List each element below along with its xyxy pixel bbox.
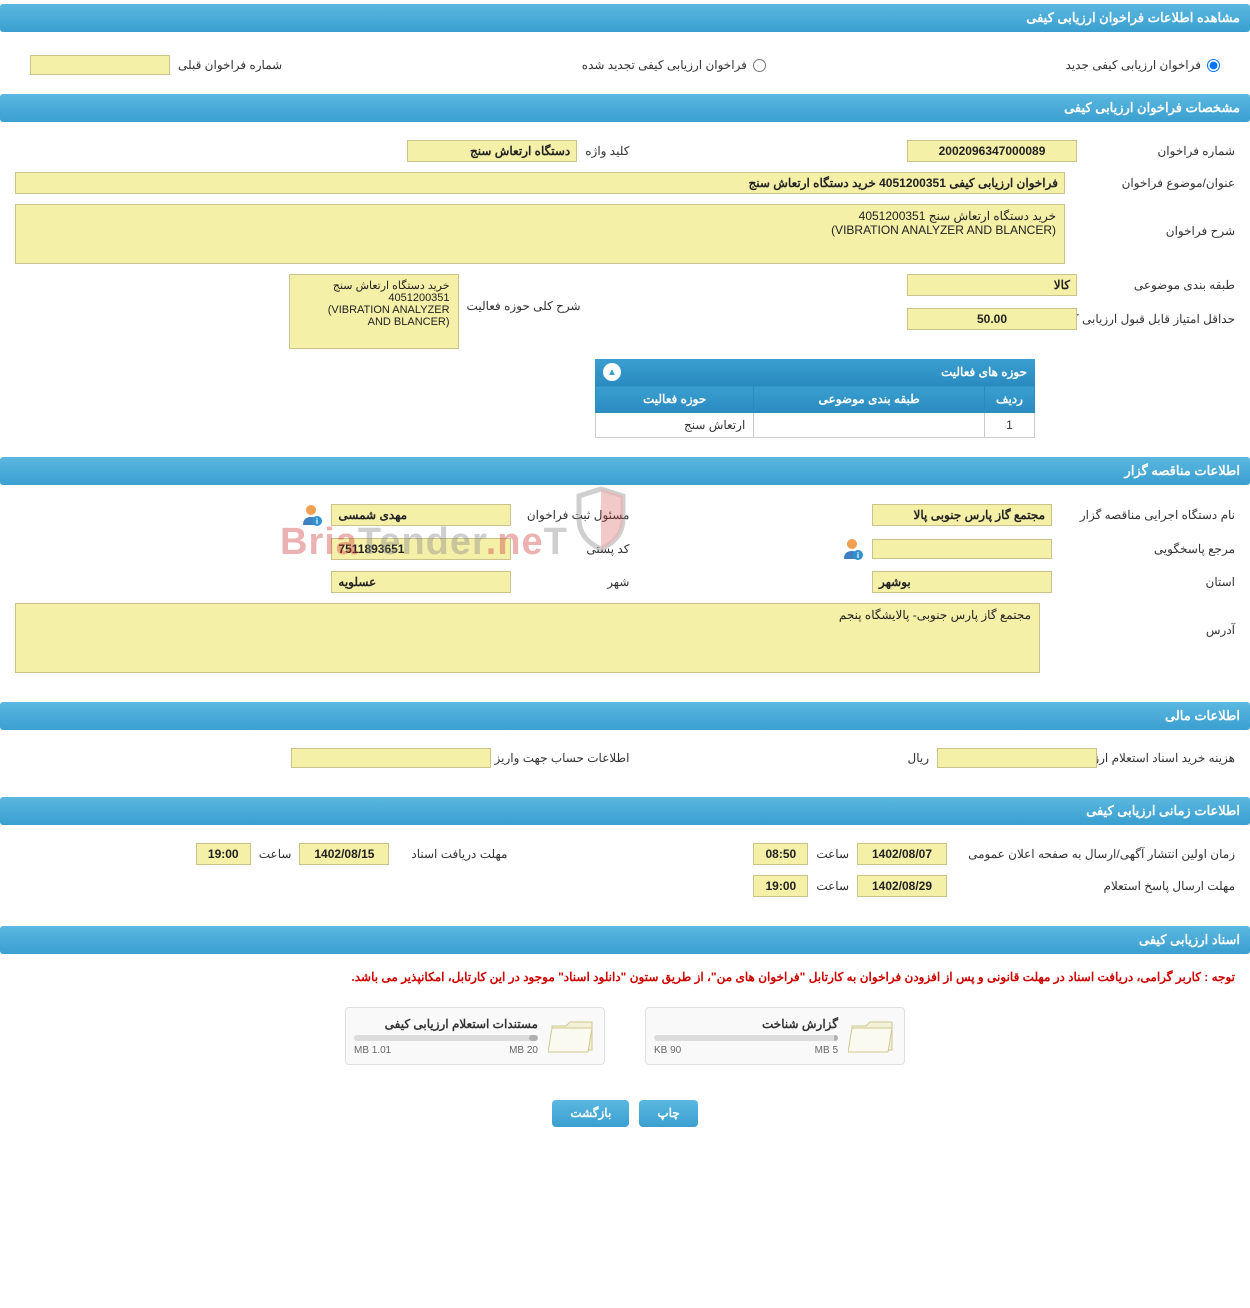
svg-text:i: i	[857, 551, 859, 560]
radio-renewed-label: فراخوان ارزیابی کیفی تجدید شده	[582, 58, 747, 72]
publish-time-field: 08:50	[753, 843, 808, 865]
section-header-spec: مشخصات فراخوان ارزیابی کیفی	[0, 94, 1250, 122]
doc1-total: 5 MB	[815, 1045, 838, 1056]
radio-new-label: فراخوان ارزیابی کیفی جدید	[1066, 58, 1201, 72]
responder-field	[872, 539, 1052, 559]
city-field: عسلویه	[331, 571, 511, 593]
section-header-timing: اطلاعات زمانی ارزیابی کیفی	[0, 797, 1250, 825]
response-time-field: 19:00	[753, 875, 808, 897]
call-number-field: 2002096347000089	[907, 140, 1077, 162]
radio-new-call[interactable]	[1207, 59, 1220, 72]
doc-item-report[interactable]: گزارش شناخت 5 MB 90 KB	[645, 1007, 905, 1065]
back-button[interactable]: بازگشت	[552, 1100, 629, 1127]
row-category	[754, 413, 985, 438]
folder-icon	[848, 1016, 896, 1056]
activity-table-title-row: حوزه های فعالیت ▲	[595, 359, 1035, 385]
account-label: اطلاعات حساب جهت واریز هزینه خرید اسناد	[499, 751, 629, 765]
doc1-name: گزارش شناخت	[654, 1017, 838, 1031]
col-activity: حوزه فعالیت	[596, 386, 754, 413]
row-idx: 1	[985, 413, 1035, 438]
receive-date-field: 1402/08/15	[299, 843, 389, 865]
section-header-view-info: مشاهده اطلاعات فراخوان ارزیابی کیفی	[0, 4, 1250, 32]
desc-label: شرح فراخوان	[1085, 204, 1235, 238]
activity-table: ردیف طبقه بندی موضوعی حوزه فعالیت 1 ارتع…	[595, 385, 1035, 438]
svg-text:i: i	[316, 517, 318, 526]
collapse-icon[interactable]: ▲	[603, 363, 621, 381]
postal-label: کد پستی	[519, 542, 629, 556]
doc-item-eval[interactable]: مستندات استعلام ارزیابی کیفی 20 MB 1.01 …	[345, 1007, 605, 1065]
call-number-label: شماره فراخوان	[1085, 144, 1235, 158]
user-info-icon[interactable]: i	[299, 503, 323, 527]
prev-call-label: شماره فراخوان قبلی	[178, 58, 282, 72]
receive-time-label: ساعت	[259, 847, 292, 861]
org-label: نام دستگاه اجرایی مناقصه گزار	[1060, 508, 1235, 522]
doc2-total: 20 MB	[509, 1045, 538, 1056]
doc2-name: مستندات استعلام ارزیابی کیفی	[354, 1017, 538, 1031]
doc2-used: 1.01 MB	[354, 1045, 391, 1056]
section-header-financial: اطلاعات مالی	[0, 702, 1250, 730]
category-label: طبقه بندی موضوعی	[1085, 278, 1235, 292]
receive-time-field: 19:00	[196, 843, 251, 865]
activity-desc-field: خرید دستگاه ارتعاش سنج 4051200351 VIBRAT…	[289, 274, 459, 349]
min-score-label: حداقل امتیاز قابل قبول ارزیابی کیفی	[1085, 312, 1235, 326]
folder-icon	[548, 1016, 596, 1056]
city-label: شهر	[519, 575, 629, 589]
title-label: عنوان/موضوع فراخوان	[1085, 176, 1235, 190]
doc1-used: 90 KB	[654, 1045, 681, 1056]
address-label: آدرس	[1060, 603, 1235, 637]
section-header-tenderer: اطلاعات مناقصه گزار	[0, 457, 1250, 485]
response-date-field: 1402/08/29	[857, 875, 947, 897]
row-activity: ارتعاش سنج	[596, 413, 754, 438]
registrar-label: مسئول ثبت فراخوان	[519, 508, 629, 522]
activity-table-title: حوزه های فعالیت	[941, 365, 1027, 379]
keyword-field: دستگاه ارتعاش سنج	[407, 140, 577, 162]
account-field	[291, 748, 491, 768]
section-header-docs: اسناد ارزیابی کیفی	[0, 926, 1250, 954]
col-row: ردیف	[985, 386, 1035, 413]
response-time-label: ساعت	[816, 879, 849, 893]
keyword-label: کلید واژه	[585, 144, 629, 158]
receive-label: مهلت دریافت اسناد	[397, 847, 507, 861]
registrar-field: مهدی شمسی	[331, 504, 511, 526]
province-label: استان	[1060, 575, 1235, 589]
notice-text: توجه : کاربر گرامی، دریافت اسناد در مهلت…	[0, 962, 1250, 992]
postal-field: 7511893651	[331, 538, 511, 560]
title-field: فراخوان ارزیابی کیفی 4051200351 خرید دست…	[15, 172, 1065, 194]
doc2-progress	[354, 1035, 538, 1041]
table-row: 1 ارتعاش سنج	[596, 413, 1035, 438]
radio-renewed-call[interactable]	[753, 59, 766, 72]
address-field: مجتمع گاز پارس جنوبی- پالایشگاه پنجم	[15, 603, 1040, 673]
org-field: مجتمع گاز پارس جنوبی پالا	[872, 504, 1052, 526]
response-label: مهلت ارسال پاسخ استعلام	[955, 879, 1235, 893]
publish-date-field: 1402/08/07	[857, 843, 947, 865]
user-info-icon[interactable]: i	[840, 537, 864, 561]
doc1-progress	[654, 1035, 838, 1041]
cost-field	[937, 748, 1097, 768]
col-category: طبقه بندی موضوعی	[754, 386, 985, 413]
publish-time-label: ساعت	[816, 847, 849, 861]
province-field: بوشهر	[872, 571, 1052, 593]
prev-call-number-field	[30, 55, 170, 75]
activity-desc-label: شرح کلی حوزه فعالیت	[467, 274, 581, 313]
responder-label: مرجع پاسخگویی	[1060, 542, 1235, 556]
currency-label: ریال	[907, 751, 929, 765]
category-field: کالا	[907, 274, 1077, 296]
desc-field: خرید دستگاه ارتعاش سنج 4051200351 (VIBRA…	[15, 204, 1065, 264]
publish-label: زمان اولین انتشار آگهی/ارسال به صفحه اعل…	[955, 847, 1235, 861]
min-score-field: 50.00	[907, 308, 1077, 330]
call-type-row: فراخوان ارزیابی کیفی جدید فراخوان ارزیاب…	[0, 40, 1250, 90]
cost-label: هزینه خرید اسناد استعلام ارزیابی کیفی	[1105, 751, 1235, 765]
print-button[interactable]: چاپ	[639, 1100, 697, 1127]
